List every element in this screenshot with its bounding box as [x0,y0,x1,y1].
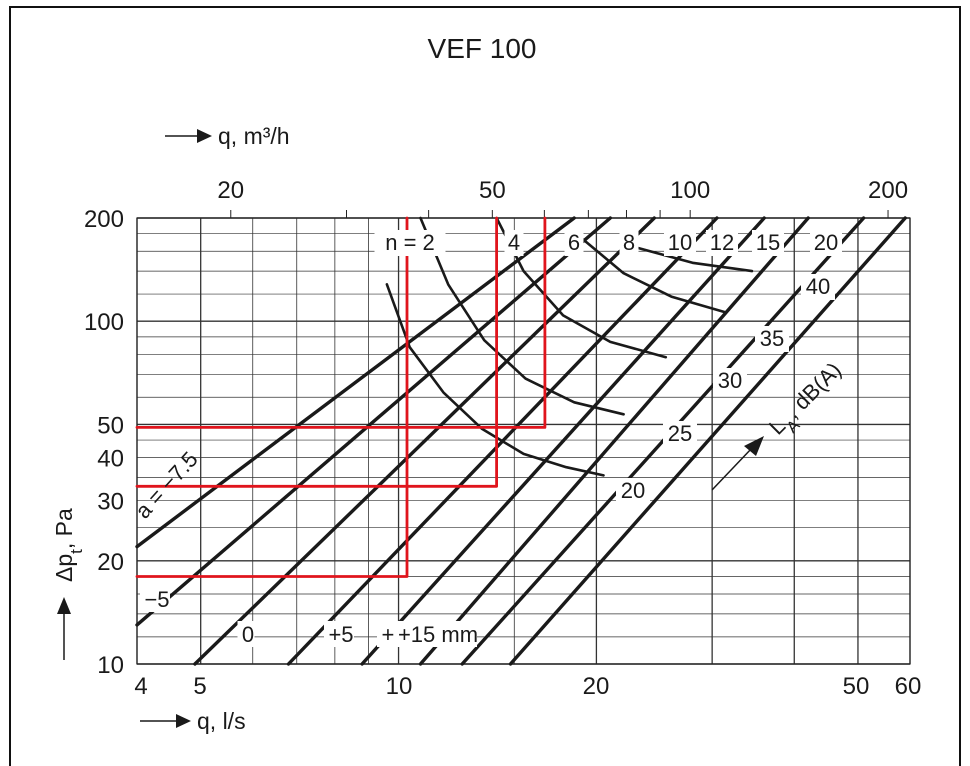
noise-label-bg-25 [663,421,697,447]
y-tick-40: 40 [97,446,124,473]
x-tick-50: 50 [843,673,870,700]
setting-label-bg-3 [324,621,354,647]
setting-line-0 [135,216,576,549]
noise-label-35: 35 [760,326,784,351]
y-tick-30: 30 [97,488,124,515]
y-tick-200: 200 [84,206,124,233]
top-axis-arrow-head [197,129,212,143]
chart-title: VEF 100 [428,33,537,64]
setting-label-3: +5 [328,622,353,647]
setting-line-5 [418,216,810,666]
y-tick-20: 20 [97,549,124,576]
speed-label-bg-2 [564,230,584,256]
speed-label-3: 8 [623,230,635,255]
red-annotation-1 [135,216,498,488]
setting-line-2 [193,216,656,666]
setting-lines [135,216,907,666]
speed-label-2: 6 [568,230,580,255]
speed-label-bg-6 [752,230,784,256]
noise-label-bg-20 [616,478,650,504]
noise-arrow-line [711,447,753,491]
setting-label-2: 0 [242,622,254,647]
speed-label-bg-7 [810,230,842,256]
plot-grid [136,210,911,665]
x-tick-60: 60 [895,673,922,700]
y-tick-100: 100 [84,309,124,336]
x-top-tick-50: 50 [479,177,506,204]
y-tick-10: 10 [97,652,124,679]
setting-line-4 [360,216,766,666]
speed-label-bg-0 [374,230,446,256]
setting-line-7 [508,216,907,666]
red-annotations [135,216,547,578]
setting-label-5: +15 mm [398,622,478,647]
noise-label-25: 25 [668,421,692,446]
speed-label-bg-4 [664,230,696,256]
noise-label-30: 30 [718,368,742,393]
y-axis-label: Δpt, Pa [51,508,86,582]
x-top-tick-20: 20 [217,177,244,204]
noise-label-bg-40 [801,274,835,300]
red-annotation-2 [135,216,547,429]
noise-label-20: 20 [621,478,645,503]
bottom-axis-arrow-head [176,714,191,728]
speed-label-bg-1 [504,230,524,256]
setting-label-1: −5 [144,587,169,612]
setting-label-bg-2 [237,621,255,647]
noise-curve-20 [385,283,605,477]
speed-label-bg-3 [619,230,639,256]
noise-axis-label: LA, dB(A) [764,357,852,445]
noise-curve-40 [635,246,754,273]
x-tick-5: 5 [193,673,206,700]
chart-frame [9,6,961,766]
speed-label-bg-5 [706,230,738,256]
speed-label-7: 20 [814,230,838,255]
setting-line-6 [460,216,866,666]
red-annotation-0 [135,216,409,578]
setting-line-1 [135,216,612,627]
noise-label-bg-30 [713,368,747,394]
speed-label-0: n = 2 [385,230,435,255]
x-top-tick-200: 200 [868,177,908,204]
top-axis-label: q, m³/h [218,123,290,149]
noise-arrow-head [744,436,764,456]
bottom-axis-label: q, l/s [197,708,246,734]
x-tick-4: 4 [134,673,147,700]
speed-label-6: 15 [756,230,780,255]
x-tick-20: 20 [583,673,610,700]
noise-curve-25 [419,216,625,416]
x-tick-10: 10 [386,673,413,700]
x-top-tick-100: 100 [670,177,710,204]
y-axis-arrow-head [57,597,71,614]
speed-label-1: 4 [508,230,520,255]
setting-label-bg-1 [140,586,170,612]
noise-label-40: 40 [806,274,830,299]
y-tick-50: 50 [97,412,124,439]
speed-label-4: 10 [668,230,692,255]
noise-label-bg-35 [755,326,789,352]
noise-curve-35 [572,230,728,314]
setting-label-bg-5 [395,621,477,647]
plot-border [136,217,911,665]
speed-label-5: 12 [710,230,734,255]
